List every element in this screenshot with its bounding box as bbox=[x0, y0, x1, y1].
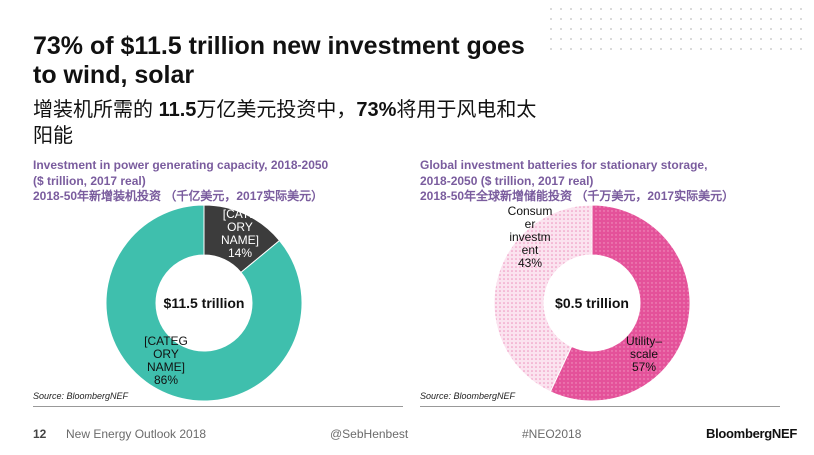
slice-label: Utility– scale 57% bbox=[626, 334, 662, 374]
chart2-title-line: Global investment batteries for stationa… bbox=[420, 158, 708, 172]
slide-subtitle-chinese: 增装机所需的 11.5万亿美元投资中，73%将用于风电和太阳能 bbox=[33, 97, 553, 149]
subtitle-part: 将用于风电和太阳能 bbox=[33, 99, 537, 147]
chart2-title-line: 2018-2050 ($ trillion, 2017 real) bbox=[420, 173, 594, 188]
chart1-title-line: Investment in power generating capacity,… bbox=[33, 158, 329, 172]
chart2-title-line: 2018-50年全球新增储能投资 （千万美元，2017实际美元） bbox=[420, 189, 735, 203]
chart1-source: Source: BloombergNEF bbox=[33, 391, 129, 401]
chart1-donut: [CATEG ORY NAME] 86% [CATE ORY NAME] 14% $11.5 t… bbox=[105, 204, 303, 402]
donut-center-label: $0.5 trillion bbox=[555, 295, 629, 311]
slide-title: 73% of $11.5 trillion new investment goe… bbox=[33, 32, 525, 89]
chart2-divider bbox=[420, 406, 780, 407]
twitter-handle: @SebHenbest bbox=[330, 427, 409, 441]
slice-label: [CATE ORY NAME] 14% bbox=[221, 207, 259, 260]
chart1-title: Investment in power generating capacity,… bbox=[33, 158, 403, 205]
subtitle-part: 增装机所需的 bbox=[33, 99, 159, 121]
slice-label: Consum er investm ent 43% bbox=[508, 204, 553, 270]
chart2-title: Global investment batteries for stationa… bbox=[420, 158, 810, 205]
chart2-donut: Utility– scale 57% Consum er investm ent 43% $0.… bbox=[493, 204, 691, 402]
chart2-source: Source: BloombergNEF bbox=[420, 391, 516, 401]
subtitle-part: 73% bbox=[356, 99, 397, 121]
chart1-divider bbox=[33, 406, 403, 407]
hashtag: #NEO2018 bbox=[522, 427, 582, 441]
donut-slice bbox=[105, 204, 303, 402]
decorative-dot-grid bbox=[546, 4, 806, 56]
subtitle-part: 万亿美元投资中， bbox=[196, 99, 357, 121]
footer-title: New Energy Outlook 2018 bbox=[66, 427, 207, 441]
slice-label: [CATEG ORY NAME] 86% bbox=[144, 334, 188, 387]
page-number: 12 bbox=[33, 427, 47, 441]
bloombergnef-logo: BloombergNEF bbox=[706, 426, 798, 441]
donut-center-label: $11.5 trillion bbox=[164, 295, 245, 311]
chart1-title-line: ($ trillion, 2017 real) bbox=[33, 173, 146, 188]
donut-slice bbox=[549, 204, 691, 402]
donut-slice bbox=[493, 204, 593, 393]
chart1-title-line: 2018-50年新增装机投资 （千亿美元，2017实际美元） bbox=[33, 189, 324, 203]
subtitle-part: 11.5 bbox=[158, 99, 197, 121]
